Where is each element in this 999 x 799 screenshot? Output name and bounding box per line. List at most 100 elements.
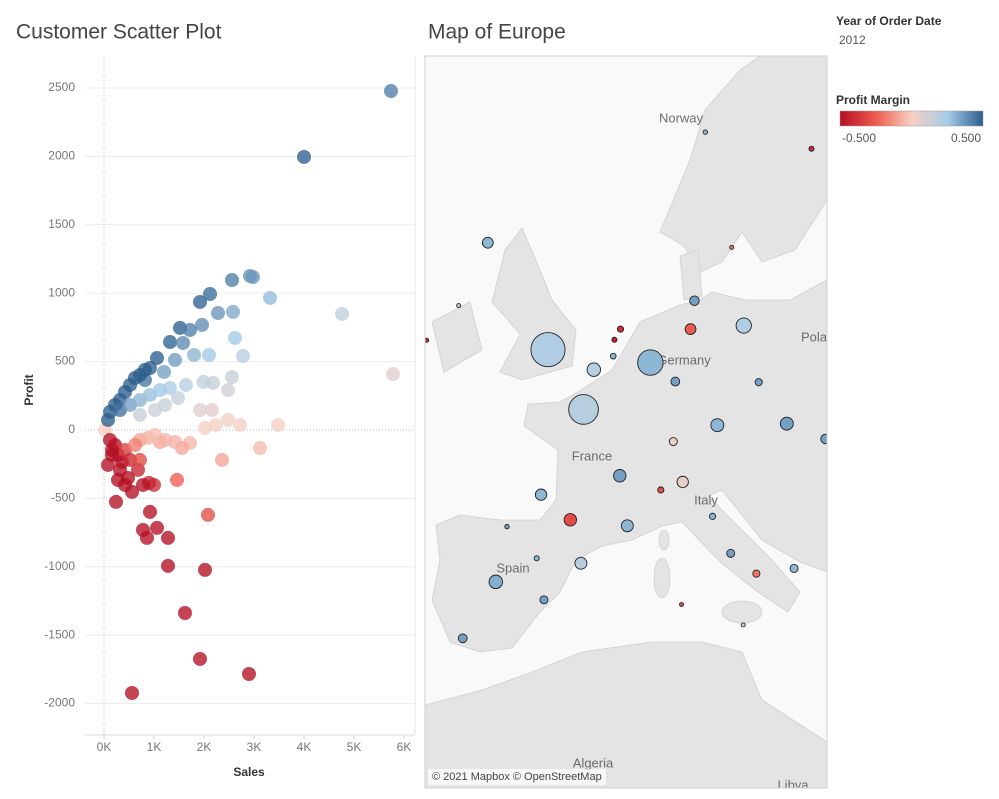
city-bubble (616, 325, 625, 333)
customer-point (163, 335, 177, 350)
y-axis-title: Profit (22, 374, 36, 405)
customer-point (236, 348, 250, 363)
customer-point (136, 477, 150, 492)
city-bubble (679, 602, 684, 607)
y-tick-label: 0 (68, 422, 75, 436)
customer-point (203, 287, 217, 302)
customer-point (143, 504, 157, 519)
city-bubble (754, 378, 763, 387)
city-bubble (637, 349, 664, 376)
city-bubble (488, 574, 503, 590)
customer-point (170, 472, 184, 487)
customer-point (386, 367, 400, 382)
city-bubble (729, 244, 735, 250)
city-bubble (574, 556, 588, 570)
customer-point (233, 417, 247, 432)
x-axis-title: Sales (233, 765, 265, 779)
map: Norway Germany France Italy Spain Pola A… (415, 56, 828, 788)
x-tick-label: 2K (197, 740, 212, 754)
customer-point (161, 530, 175, 545)
customer-point (221, 383, 235, 398)
customer-point (263, 290, 277, 305)
customer-point (271, 417, 285, 432)
customer-point (384, 84, 398, 99)
city-bubble (735, 317, 752, 334)
x-tick-label: 5K (347, 740, 362, 754)
customer-point (158, 397, 172, 412)
city-bubble (568, 394, 599, 425)
place-label: Pola (801, 329, 828, 344)
legend-label: 0.500 (951, 131, 981, 145)
city-bubble (539, 595, 549, 605)
city-bubble (457, 633, 468, 644)
x-tick-label: 3K (247, 740, 262, 754)
customer-point (158, 432, 172, 447)
customer-point (221, 412, 235, 427)
customer-point (297, 149, 311, 164)
city-bubble (820, 433, 827, 445)
customer-point (118, 477, 132, 492)
city-bubble (534, 488, 548, 501)
city-bubble (684, 323, 697, 335)
customer-point (168, 352, 182, 367)
customer-point (123, 452, 137, 467)
x-tick-label: 6K (397, 740, 412, 754)
customer-point (157, 364, 171, 379)
y-tick-label: 2000 (48, 149, 75, 163)
customer-point (202, 348, 216, 363)
y-tick-label: 1500 (48, 217, 75, 231)
place-label: Italy (694, 492, 718, 507)
place-label: Germany (657, 352, 711, 367)
y-tick-label: 500 (55, 354, 75, 368)
customer-point (179, 377, 193, 392)
city-bubble (689, 295, 700, 306)
legend-label: -0.500 (842, 131, 876, 145)
city-bubble (670, 376, 681, 387)
legend-gradient (839, 110, 984, 127)
city-bubble (563, 513, 578, 527)
customer-point (171, 390, 185, 405)
customer-point (176, 335, 190, 350)
customer-point (196, 374, 211, 389)
city-bubble (481, 236, 494, 249)
city-bubble (668, 437, 678, 447)
customer-point (109, 494, 123, 509)
customer-point (193, 651, 207, 666)
customer-point (228, 330, 242, 345)
y-tick-label: 1000 (48, 285, 75, 299)
city-bubble (676, 475, 689, 489)
place-label: France (572, 448, 612, 463)
scatter-title: Customer Scatter Plot (16, 21, 222, 44)
customer-point (133, 452, 147, 467)
x-tick-label: 4K (297, 740, 312, 754)
map-border (424, 55, 828, 789)
y-tick-label: -500 (51, 491, 75, 505)
x-tick-label: 0K (97, 740, 112, 754)
filter-value[interactable]: 2012 (839, 33, 866, 47)
customer-point (211, 306, 225, 321)
customer-point (105, 448, 119, 463)
customer-point (133, 407, 147, 422)
customer-point (128, 438, 142, 453)
customer-point (201, 507, 215, 522)
customer-point (242, 666, 256, 681)
customer-point (335, 306, 349, 321)
y-tick-label: -2000 (44, 696, 75, 710)
y-tick-label: 2500 (48, 80, 75, 94)
customer-point (183, 322, 197, 337)
city-bubble (415, 612, 419, 616)
place-label: Norway (659, 110, 704, 125)
customer-point (205, 402, 219, 417)
city-bubble (726, 548, 736, 558)
customer-point (226, 304, 240, 319)
city-bubble (710, 418, 725, 433)
y-tick-label: -1000 (44, 559, 75, 573)
city-bubble (613, 469, 627, 483)
city-bubble (808, 145, 815, 152)
customer-point (187, 348, 201, 363)
legend-title: Profit Margin (836, 93, 910, 107)
scatter-plot: -2000 -1500 -1000 -500 0 500 1000 1500 2000 2500 0… (44, 56, 415, 754)
customer-point (178, 605, 192, 620)
customer-point (163, 380, 177, 395)
